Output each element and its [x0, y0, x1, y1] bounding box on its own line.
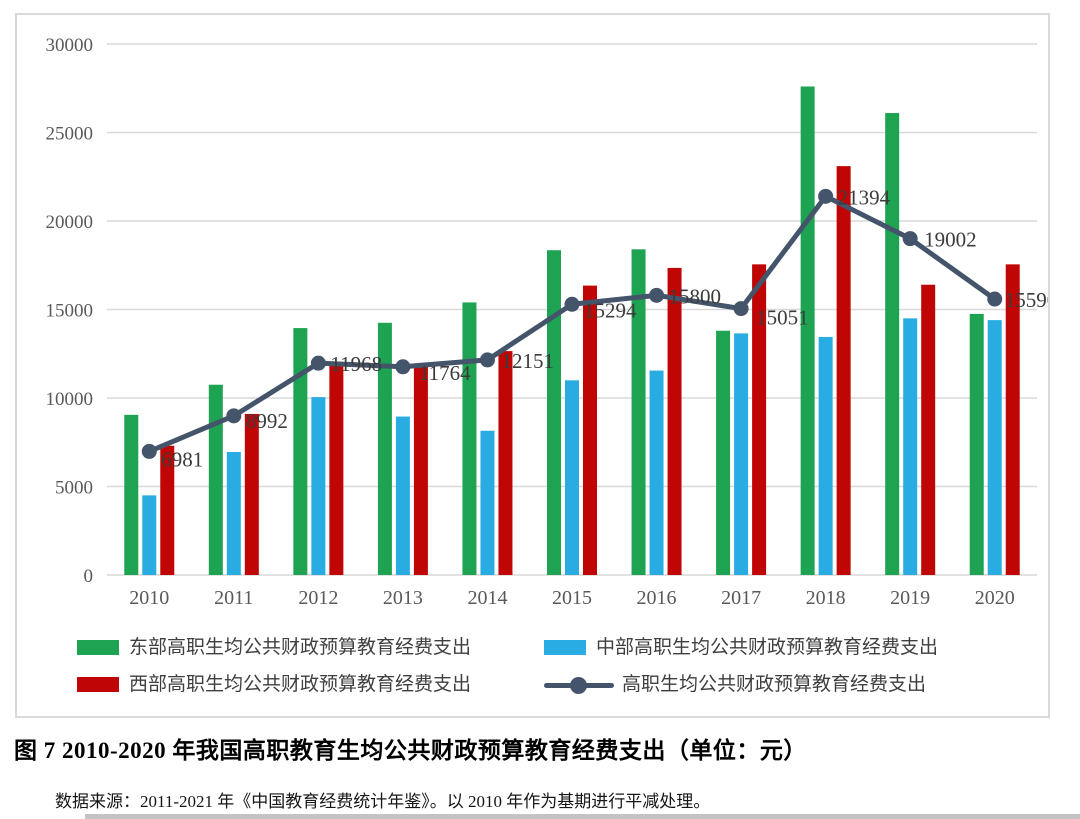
bar-central-2011 — [226, 451, 241, 575]
bar-east-2018 — [800, 86, 815, 575]
x-tick-label-2014: 2014 — [467, 587, 507, 609]
bar-west-2016 — [667, 267, 682, 575]
data-label-2013: 11764 — [419, 361, 471, 385]
bar-west-2019 — [921, 284, 936, 575]
bar-central-2018 — [818, 336, 833, 575]
bar-east-2017 — [716, 330, 731, 575]
bar-west-2017 — [752, 264, 767, 575]
bar-east-2015 — [547, 250, 561, 575]
data-label-2012: 11968 — [330, 352, 382, 376]
x-tick-label-2017: 2017 — [721, 587, 761, 609]
bar-west-2015 — [583, 285, 597, 575]
bar-west-2010 — [160, 445, 175, 575]
legend-item-east: 东部高职生均公共财政预算教育经费支出 — [77, 638, 544, 657]
line-marker-2013 — [395, 359, 411, 375]
bottom-edge-strip — [85, 814, 1080, 819]
line-marker-2012 — [310, 355, 326, 371]
bar-west-2011 — [244, 413, 259, 575]
legend-item-overall: 高职生均公共财政预算教育经费支出 — [544, 675, 926, 694]
legend-swatch-central — [544, 640, 586, 655]
line-marker-2016 — [649, 287, 665, 303]
legend-label-central: 中部高职生均公共财政预算教育经费支出 — [596, 637, 939, 658]
y-tick-label-0: 0 — [84, 566, 94, 587]
bar-east-2013 — [377, 322, 392, 575]
bar-east-2019 — [885, 113, 900, 575]
bar-central-2010 — [142, 495, 157, 575]
x-tick-label-2015: 2015 — [552, 587, 592, 609]
line-marker-2015 — [564, 296, 580, 312]
legend-row-2: 西部高职生均公共财政预算教育经费支出 高职生均公共财政预算教育经费支出 — [17, 666, 1048, 703]
bar-west-2014 — [498, 351, 513, 575]
y-tick-label-15000: 15000 — [46, 301, 94, 322]
legend-label-west: 西部高职生均公共财政预算教育经费支出 — [129, 674, 472, 695]
line-marker-2020 — [987, 291, 1003, 307]
legend-line-swatch — [544, 676, 614, 694]
line-marker-2017 — [733, 301, 749, 317]
figure-source: 数据来源：2011-2021 年《中国教育经费统计年鉴》。以 2010 年作为基… — [55, 792, 711, 811]
bar-central-2013 — [395, 416, 410, 575]
data-label-2020: 15590 — [1005, 288, 1048, 312]
x-tick-label-2019: 2019 — [890, 587, 930, 609]
figure-caption: 图 7 2010-2020 年我国高职教育生均公共财政预算教育经费支出（单位：元… — [14, 738, 807, 763]
bar-west-2018 — [836, 166, 851, 575]
bar-central-2020 — [987, 320, 1002, 575]
bar-line-chart: 0 5000 10000 15000 20000 25000 30000 2010 2011 20… — [46, 35, 1049, 609]
bar-east-2011 — [208, 384, 223, 575]
line-marker-2011 — [226, 408, 242, 424]
line-marker-2010 — [141, 443, 157, 459]
data-label-2010: 6981 — [161, 447, 203, 471]
bar-east-2020 — [969, 313, 984, 575]
bar-west-2020 — [1005, 264, 1020, 575]
data-label-2017: 15051 — [756, 306, 809, 330]
x-tick-label-2012: 2012 — [298, 587, 338, 609]
legend-marker-dot-icon — [570, 676, 587, 694]
legend-swatch-west — [77, 677, 119, 692]
bar-central-2019 — [903, 318, 918, 575]
x-tick-label-2013: 2013 — [383, 587, 423, 609]
bar-east-2016 — [631, 249, 646, 575]
y-tick-label-30000: 30000 — [46, 35, 94, 56]
y-tick-label-10000: 10000 — [46, 389, 94, 410]
data-label-2011: 8992 — [246, 409, 288, 433]
bar-central-2017 — [734, 333, 749, 575]
chart-legend: 东部高职生均公共财政预算教育经费支出 中部高职生均公共财政预算教育经费支出 西部… — [17, 629, 1048, 703]
x-tick-label-2016: 2016 — [637, 587, 677, 609]
line-marker-2014 — [479, 352, 495, 368]
legend-row-1: 东部高职生均公共财政预算教育经费支出 中部高职生均公共财政预算教育经费支出 — [17, 629, 1048, 666]
legend-label-overall: 高职生均公共财政预算教育经费支出 — [622, 674, 927, 695]
x-tick-label-2011: 2011 — [214, 587, 253, 609]
data-label-2015: 15294 — [584, 298, 637, 322]
bar-central-2012 — [311, 397, 326, 575]
legend-item-central: 中部高职生均公共财政预算教育经费支出 — [544, 638, 938, 657]
y-tick-label-5000: 5000 — [55, 478, 93, 499]
y-tick-label-25000: 25000 — [46, 124, 94, 145]
legend-swatch-east — [77, 640, 119, 655]
bar-east-2010 — [124, 414, 139, 575]
bar-west-2013 — [413, 366, 428, 575]
data-label-2016: 15800 — [669, 284, 722, 308]
line-marker-2019 — [902, 231, 918, 247]
bar-central-2016 — [649, 370, 664, 575]
x-tick-label-2020: 2020 — [975, 587, 1015, 609]
bar-east-2012 — [293, 328, 308, 575]
legend-item-west: 西部高职生均公共财政预算教育经费支出 — [77, 675, 544, 694]
bar-central-2015 — [565, 380, 579, 575]
bar-east-2014 — [462, 302, 477, 575]
legend-label-east: 东部高职生均公共财政预算教育经费支出 — [129, 637, 472, 658]
bar-west-2012 — [329, 364, 344, 575]
y-tick-label-20000: 20000 — [46, 212, 94, 233]
chart-frame: 0 5000 10000 15000 20000 25000 30000 2010 2011 20… — [15, 13, 1050, 718]
bar-central-2014 — [480, 430, 495, 575]
x-tick-label-2018: 2018 — [806, 587, 846, 609]
data-label-2018: 21394 — [838, 185, 891, 209]
data-label-2014: 12151 — [501, 349, 554, 373]
x-tick-label-2010: 2010 — [129, 587, 169, 609]
line-marker-2018 — [818, 188, 834, 204]
data-label-2019: 19002 — [924, 228, 977, 252]
